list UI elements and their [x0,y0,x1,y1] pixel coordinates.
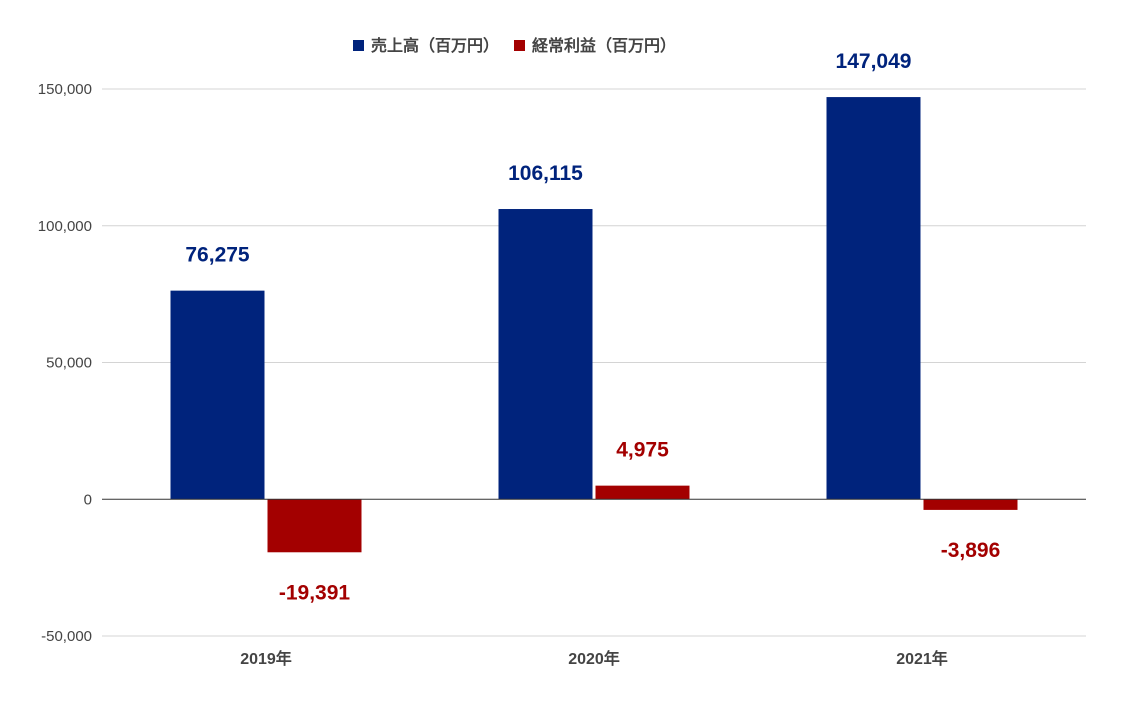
legend-label: 売上高（百万円） [371,36,499,55]
bar [498,209,593,500]
bar [595,485,690,500]
legend: 売上高（百万円） 経常利益（百万円） [353,36,676,55]
y-tick-label: -50,000 [41,628,92,645]
y-tick-label: 0 [84,491,92,508]
x-tick-label: 2020年 [568,649,620,668]
bar [826,97,921,500]
data-label: -3,896 [941,539,1001,562]
x-tick-label: 2021年 [896,649,948,668]
data-label: 4,975 [616,439,669,462]
data-labels: 76,275 -19,391 106,115 4,975 147,049 -3,896 [185,50,1000,604]
y-tick-label: 100,000 [38,218,92,235]
data-label: 106,115 [508,162,583,185]
data-label: 76,275 [185,244,250,267]
y-tick-label: 150,000 [38,81,92,98]
legend-swatch [353,40,364,51]
y-tick-label: 50,000 [46,355,92,372]
legend-label: 経常利益（百万円） [532,36,676,55]
bar [267,499,362,553]
y-axis-ticks: -50,000 0 50,000 100,000 150,000 [38,81,92,645]
bar [170,290,265,500]
x-tick-label: 2019年 [240,649,292,668]
x-axis-ticks: 2019年 2020年 2021年 [240,649,948,668]
bar [923,499,1018,510]
data-label: 147,049 [836,50,912,73]
gridlines [102,88,1086,637]
data-label: -19,391 [279,581,351,604]
bars [170,97,1018,553]
legend-swatch [514,40,525,51]
